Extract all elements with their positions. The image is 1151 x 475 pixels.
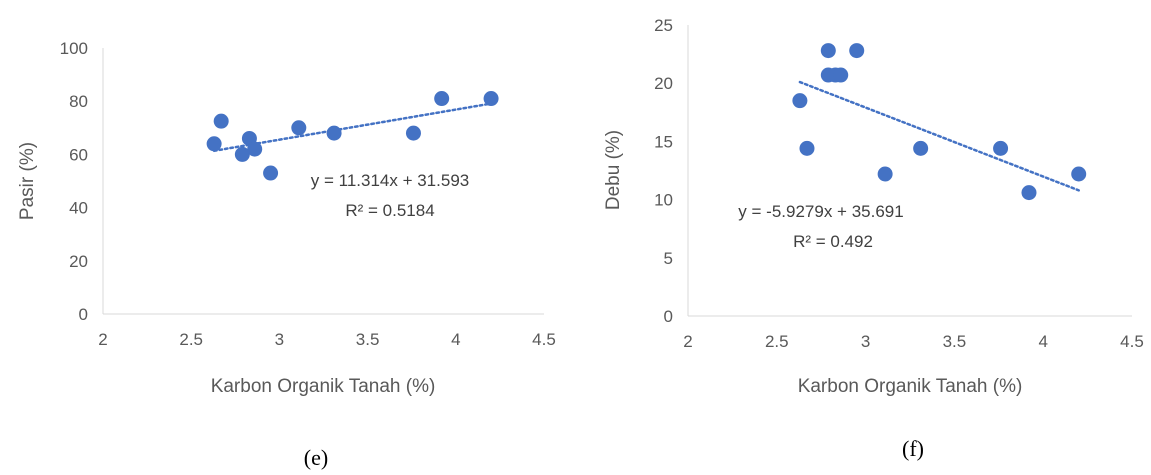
y-tick-label: 100 (60, 39, 88, 58)
y-tick-label: 5 (664, 249, 673, 268)
x-tick-label: 4.5 (532, 330, 556, 349)
y-tick-label: 20 (69, 252, 88, 271)
data-point (405, 125, 421, 141)
y-tick-label: 60 (69, 145, 88, 164)
trendline (798, 80, 1080, 192)
x-tick-label: 4 (451, 330, 460, 349)
r-squared-label: R² = 0.492 (793, 232, 873, 251)
x-tick-label: 3 (275, 330, 284, 349)
data-point (291, 120, 307, 136)
chart-caption: (e) (304, 445, 328, 470)
y-tick-label: 0 (664, 307, 673, 326)
x-axis-title: Karbon Organik Tanah (%) (798, 376, 1023, 397)
data-point (820, 43, 836, 59)
data-point (247, 141, 263, 157)
data-point (483, 91, 499, 107)
data-point (434, 91, 450, 107)
y-axis-title: Debu (%) (603, 130, 624, 210)
data-point (792, 93, 808, 109)
trendline (212, 102, 493, 153)
y-tick-label: 25 (654, 16, 673, 35)
data-point (913, 140, 929, 156)
y-tick-label: 15 (654, 132, 673, 151)
y-tick-label: 10 (654, 191, 673, 210)
y-tick-label: 0 (79, 305, 88, 324)
x-tick-label: 2.5 (179, 330, 203, 349)
x-tick-label: 2.5 (765, 332, 789, 351)
chart-f: 0 5 10 15 20 25 2 2.5 3 3.5 4 4.5 Karbon Organik Tan… (603, 16, 1144, 461)
data-point (213, 113, 229, 129)
y-tick-label: 80 (69, 92, 88, 111)
chart-caption: (f) (902, 436, 924, 461)
data-point (849, 43, 865, 59)
y-axis-title: Pasir (%) (17, 142, 38, 220)
data-point (234, 146, 250, 162)
y-tick-label: 20 (654, 74, 673, 93)
x-tick-label: 2 (98, 330, 107, 349)
data-point (1071, 166, 1087, 182)
x-tick-label: 2 (683, 332, 692, 351)
x-tick-label: 3.5 (943, 332, 967, 351)
data-point (263, 165, 279, 181)
x-axis-title: Karbon Organik Tanah (%) (211, 376, 436, 397)
data-point (1021, 185, 1037, 201)
x-tick-label: 3 (861, 332, 870, 351)
data-point (326, 125, 342, 141)
trendline-equation: y = 11.314x + 31.593 (311, 171, 469, 190)
data-point (799, 140, 815, 156)
data-point (877, 166, 893, 182)
x-tick-label: 4.5 (1120, 332, 1144, 351)
data-point (993, 140, 1009, 156)
x-tick-label: 3.5 (356, 330, 380, 349)
trendline-equation: y = -5.9279x + 35.691 (738, 202, 903, 221)
r-squared-label: R² = 0.5184 (345, 201, 434, 220)
data-point (833, 67, 849, 83)
chart-e: 0 20 40 60 80 100 2 2.5 3 3.5 4 4.5 Karbon Organik T… (17, 39, 556, 470)
y-tick-label: 40 (69, 199, 88, 218)
data-point (206, 136, 222, 152)
x-tick-label: 4 (1038, 332, 1047, 351)
